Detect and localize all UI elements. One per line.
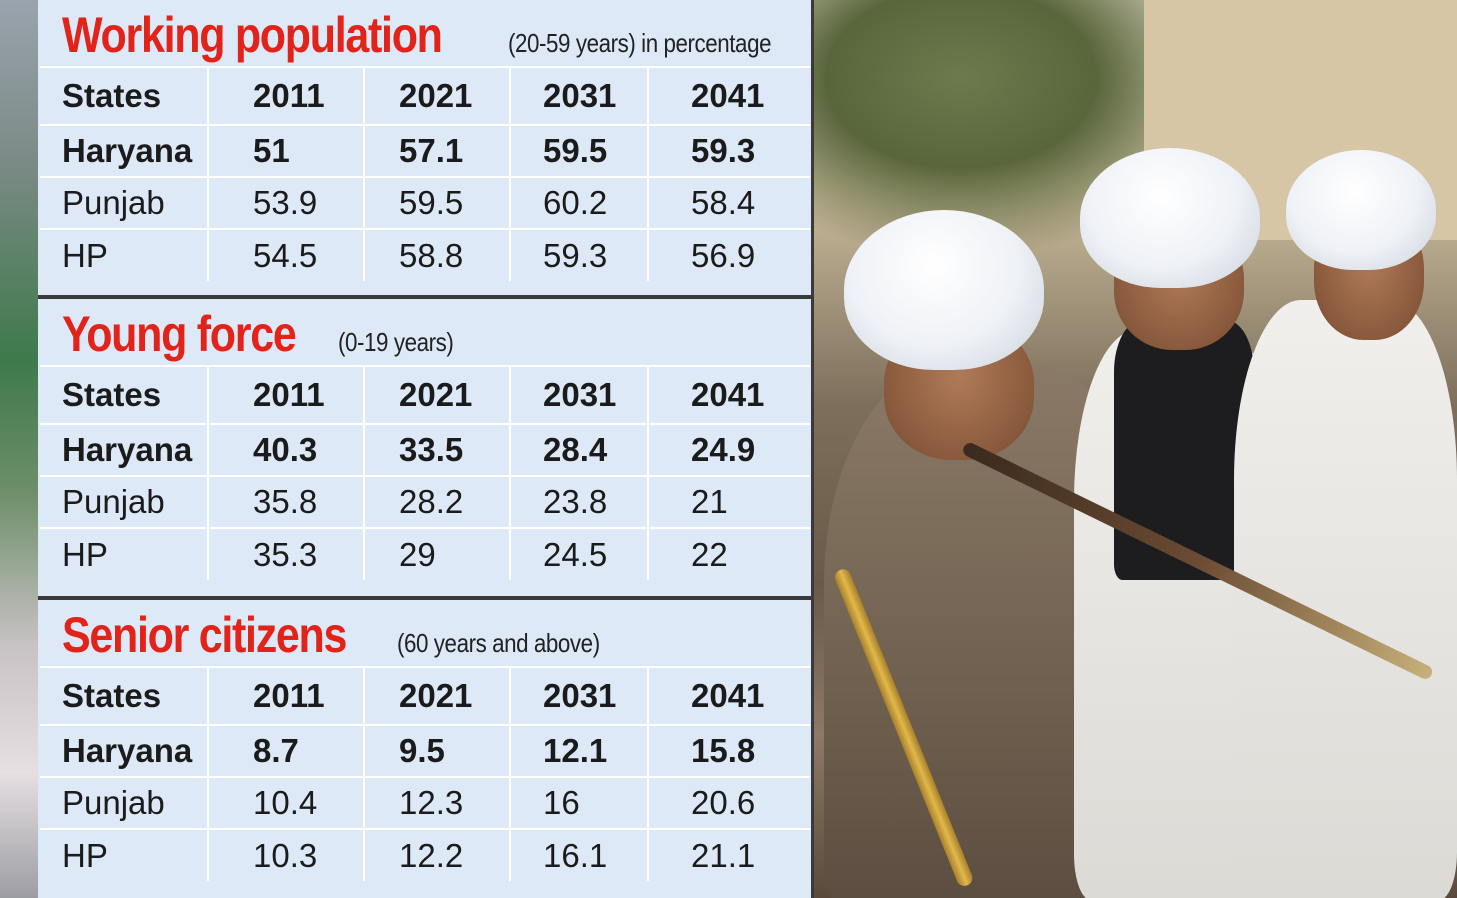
section-young-force: Young force (0-19 years) States 2011 202… — [38, 299, 811, 596]
table-cell: 51 — [208, 124, 365, 177]
year-header: 2021 — [364, 666, 511, 725]
turban-right — [1286, 150, 1436, 270]
table-row: Haryana 51 57.1 59.5 59.3 — [40, 124, 810, 177]
vest-center — [1114, 320, 1254, 580]
table-cell: 22 — [648, 527, 810, 580]
table-cell: 21.1 — [648, 828, 810, 881]
table-cell: 57.1 — [364, 124, 511, 177]
state-name: Punjab — [40, 776, 209, 829]
table-cell: 53.9 — [208, 176, 365, 229]
table-cell: 20.6 — [648, 776, 810, 829]
section-title: Working population — [62, 7, 443, 63]
year-header: 2041 — [648, 365, 810, 424]
year-header: 2021 — [364, 66, 511, 125]
working-population-table: States 2011 2021 2031 2041 Haryana 51 57… — [40, 66, 810, 281]
year-header: 2031 — [510, 365, 649, 424]
table-cell: 24.5 — [510, 527, 649, 580]
table-row: Punjab 53.9 59.5 60.2 58.4 — [40, 176, 810, 229]
state-name: Haryana — [40, 724, 209, 777]
section-subtitle: (60 years and above) — [396, 628, 600, 658]
section-heading: Senior citizens (60 years and above) — [62, 606, 633, 664]
year-header: 2041 — [648, 66, 810, 125]
table-cell: 59.3 — [648, 124, 810, 177]
table-cell: 33.5 — [364, 423, 511, 476]
year-header: 2031 — [510, 666, 649, 725]
section-heading: Young force (0-19 years) — [62, 305, 472, 363]
table-cell: 12.3 — [364, 776, 511, 829]
table-cell: 10.3 — [208, 828, 365, 881]
table-cell: 24.9 — [648, 423, 810, 476]
table-cell: 58.4 — [648, 176, 810, 229]
year-header: 2021 — [364, 365, 511, 424]
section-heading: Working population (20-59 years) in perc… — [62, 6, 814, 64]
elderly-men-photo — [814, 0, 1457, 898]
table-cell: 28.4 — [510, 423, 649, 476]
table-cell: 16 — [510, 776, 649, 829]
table-cell: 35.3 — [208, 527, 365, 580]
table-cell: 8.7 — [208, 724, 365, 777]
population-infographic: Working population (20-59 years) in perc… — [38, 0, 814, 898]
table-row: Punjab 35.8 28.2 23.8 21 — [40, 475, 810, 528]
table-cell: 54.5 — [208, 228, 365, 281]
section-subtitle: (0-19 years) — [337, 327, 454, 357]
background-photo-strip — [0, 0, 38, 898]
state-name: Haryana — [40, 423, 209, 476]
states-header: States — [40, 666, 209, 725]
table-header-row: States 2011 2021 2031 2041 — [40, 365, 810, 424]
table-cell: 9.5 — [364, 724, 511, 777]
table-row: Haryana 8.7 9.5 12.1 15.8 — [40, 724, 810, 777]
table-cell: 15.8 — [648, 724, 810, 777]
table-cell: 59.3 — [510, 228, 649, 281]
table-cell: 12.2 — [364, 828, 511, 881]
year-header: 2031 — [510, 66, 649, 125]
section-divider — [38, 295, 811, 299]
state-name: HP — [40, 228, 209, 281]
table-cell: 23.8 — [510, 475, 649, 528]
table-cell: 59.5 — [364, 176, 511, 229]
state-name: Punjab — [40, 176, 209, 229]
section-working-population: Working population (20-59 years) in perc… — [38, 0, 811, 295]
table-cell: 12.1 — [510, 724, 649, 777]
table-cell: 21 — [648, 475, 810, 528]
table-row: Haryana 40.3 33.5 28.4 24.9 — [40, 423, 810, 476]
table-row: HP 54.5 58.8 59.3 56.9 — [40, 228, 810, 281]
state-name: HP — [40, 527, 209, 580]
table-header-row: States 2011 2021 2031 2041 — [40, 666, 810, 725]
senior-citizens-table: States 2011 2021 2031 2041 Haryana 8.7 9… — [40, 666, 810, 881]
table-cell: 40.3 — [208, 423, 365, 476]
table-cell: 10.4 — [208, 776, 365, 829]
year-header: 2041 — [648, 666, 810, 725]
table-cell: 60.2 — [510, 176, 649, 229]
states-header: States — [40, 66, 209, 125]
table-cell: 28.2 — [364, 475, 511, 528]
table-cell: 16.1 — [510, 828, 649, 881]
table-cell: 58.8 — [364, 228, 511, 281]
table-header-row: States 2011 2021 2031 2041 — [40, 66, 810, 125]
state-name: HP — [40, 828, 209, 881]
table-row: HP 10.3 12.2 16.1 21.1 — [40, 828, 810, 881]
state-name: Punjab — [40, 475, 209, 528]
table-cell: 35.8 — [208, 475, 365, 528]
section-divider — [38, 596, 811, 600]
turban-center — [1080, 148, 1260, 288]
table-row: HP 35.3 29 24.5 22 — [40, 527, 810, 580]
turban-left — [844, 210, 1044, 370]
section-senior-citizens: Senior citizens (60 years and above) Sta… — [38, 600, 811, 898]
table-cell: 59.5 — [510, 124, 649, 177]
year-header: 2011 — [208, 365, 365, 424]
year-header: 2011 — [208, 666, 365, 725]
section-title: Senior citizens — [62, 607, 347, 663]
section-title: Young force — [62, 306, 297, 362]
state-name: Haryana — [40, 124, 209, 177]
states-header: States — [40, 365, 209, 424]
table-cell: 56.9 — [648, 228, 810, 281]
section-subtitle: (20-59 years) in percentage — [507, 28, 772, 58]
year-header: 2011 — [208, 66, 365, 125]
table-cell: 29 — [364, 527, 511, 580]
table-row: Punjab 10.4 12.3 16 20.6 — [40, 776, 810, 829]
young-force-table: States 2011 2021 2031 2041 Haryana 40.3 … — [40, 365, 810, 580]
